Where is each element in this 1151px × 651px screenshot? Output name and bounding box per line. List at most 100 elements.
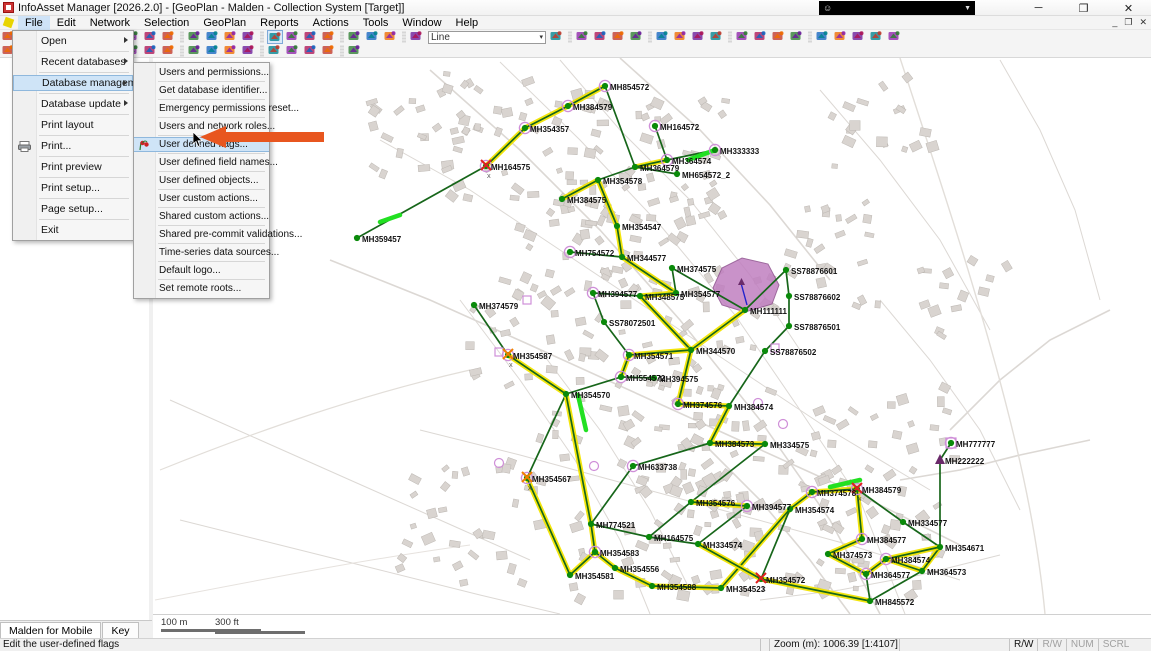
history-icon[interactable]: [161, 44, 177, 58]
file-menu-item-recent-databases[interactable]: Recent databases: [13, 54, 133, 70]
redo-icon[interactable]: [143, 30, 159, 44]
zoom-out-icon[interactable]: [629, 30, 645, 44]
submenu-item-user-defined-field-names[interactable]: User defined field names...: [159, 157, 278, 168]
menu-selection[interactable]: Selection: [144, 16, 190, 29]
select-pointer-icon[interactable]: [267, 30, 283, 44]
minimize-button[interactable]: ─: [1034, 2, 1043, 14]
branch-out-icon[interactable]: [771, 30, 787, 44]
globe-icon[interactable]: [409, 30, 425, 44]
copy-object-icon[interactable]: [869, 30, 885, 44]
toolbar-grip[interactable]: [340, 31, 344, 43]
cut-icon[interactable]: [187, 30, 203, 44]
object-type-combo[interactable]: Line ▾: [428, 30, 546, 44]
query-icon[interactable]: [691, 30, 707, 44]
submenu-item-shared-custom-actions[interactable]: Shared custom actions...: [159, 211, 270, 222]
redo-dropdown-icon[interactable]: [161, 30, 177, 44]
toolbar-grip[interactable]: [402, 31, 406, 43]
branch-in-icon[interactable]: [753, 30, 769, 44]
submenu-item-time-series-data-sources[interactable]: Time-series data sources...: [159, 247, 280, 258]
tab-malden-for-mobile[interactable]: Malden for Mobile: [0, 622, 102, 638]
add-node-icon[interactable]: [549, 30, 565, 44]
toolbar-grip[interactable]: [808, 31, 812, 43]
group-icon[interactable]: [143, 44, 159, 58]
select-node-icon[interactable]: [285, 30, 301, 44]
profile-icon[interactable]: [815, 30, 831, 44]
zoom-in-icon[interactable]: [611, 30, 627, 44]
compare-icon[interactable]: [223, 44, 239, 58]
theme-icon[interactable]: [321, 44, 337, 58]
copy-icon[interactable]: [205, 30, 221, 44]
mdi-minimize-button[interactable]: _: [1112, 17, 1118, 27]
find-icon[interactable]: [673, 30, 689, 44]
file-menu-item-print[interactable]: Print...: [13, 138, 133, 154]
submenu-item-get-database-identifier[interactable]: Get database identifier...: [159, 85, 268, 96]
file-menu-item-exit[interactable]: Exit: [41, 224, 59, 236]
submenu-item-user-custom-actions[interactable]: User custom actions...: [159, 193, 258, 204]
trace-icon[interactable]: [347, 30, 363, 44]
menu-geoplan[interactable]: GeoPlan: [203, 16, 247, 29]
panel-splitter[interactable]: [149, 58, 152, 620]
timeline-icon[interactable]: [187, 44, 203, 58]
file-menu-item-open[interactable]: Open: [13, 33, 133, 49]
menu-actions[interactable]: Actions: [312, 16, 349, 29]
maximize-button[interactable]: ❐: [1078, 2, 1089, 15]
geoplan-map-canvas[interactable]: MH854572 MH384579 MH354357 X MH164575 MH16457…: [153, 58, 1151, 614]
toolbar-grip[interactable]: [260, 31, 264, 43]
pin-icon[interactable]: [241, 30, 257, 44]
file-menu-item-page-setup[interactable]: Page setup...: [41, 203, 103, 215]
toolbar-grip[interactable]: [340, 45, 344, 57]
grid-icon[interactable]: [709, 30, 725, 44]
submenu-item-user-defined-objects[interactable]: User defined objects...: [159, 175, 259, 186]
toolbar-grip[interactable]: [180, 45, 184, 57]
toolbar-grip[interactable]: [260, 45, 264, 57]
layers-icon[interactable]: [241, 44, 257, 58]
file-menu-item-print-layout[interactable]: Print layout: [41, 119, 94, 131]
mdi-close-button[interactable]: ✕: [1139, 17, 1147, 27]
table-icon[interactable]: [735, 30, 751, 44]
toolbar-grip[interactable]: [568, 31, 572, 43]
rectangle-icon[interactable]: [383, 30, 399, 44]
file-menu-dropdown[interactable]: Open Recent databases Database managemen…: [12, 30, 151, 241]
close-button[interactable]: ✕: [1123, 2, 1134, 15]
menu-help[interactable]: Help: [455, 16, 479, 29]
schedule-icon[interactable]: [205, 44, 221, 58]
select-link-icon[interactable]: [303, 30, 319, 44]
menu-network[interactable]: Network: [89, 16, 131, 29]
validate-icon[interactable]: [887, 30, 903, 44]
toolbar-grip[interactable]: [648, 31, 652, 43]
delete-icon[interactable]: [851, 30, 867, 44]
paint-icon[interactable]: [575, 30, 591, 44]
branch-both-icon[interactable]: [789, 30, 805, 44]
menu-tools[interactable]: Tools: [362, 16, 389, 29]
submenu-item-users-and-permissions[interactable]: Users and permissions...: [159, 67, 270, 78]
info-icon[interactable]: [655, 30, 671, 44]
database-management-submenu[interactable]: Users and permissions... Get database id…: [133, 62, 303, 299]
mdi-maximize-button[interactable]: ❐: [1124, 17, 1133, 27]
menu-reports[interactable]: Reports: [260, 16, 299, 29]
legend-icon[interactable]: [347, 44, 363, 58]
menu-file[interactable]: File: [18, 15, 50, 30]
title-search-box[interactable]: ☺ ▼: [819, 1, 975, 15]
menu-edit[interactable]: Edit: [56, 16, 76, 29]
printer-icon[interactable]: [833, 30, 849, 44]
submenu-item-shared-pre-commit-validations[interactable]: Shared pre-commit validations...: [159, 229, 303, 240]
mdi-app-icon[interactable]: [3, 17, 15, 28]
tab-key[interactable]: Key: [102, 622, 139, 638]
submenu-item-users-and-network-roles[interactable]: Users and network roles...: [159, 121, 276, 132]
file-menu-item-print-setup[interactable]: Print setup...: [41, 182, 100, 194]
submenu-item-set-remote-roots[interactable]: Set remote roots...: [159, 283, 242, 294]
file-menu-item-print-preview[interactable]: Print preview: [41, 161, 102, 173]
text-icon[interactable]: [365, 30, 381, 44]
select-polygon-icon[interactable]: [321, 30, 337, 44]
submenu-item-default-logo[interactable]: Default logo...: [159, 265, 221, 276]
toolbar-grip[interactable]: [180, 31, 184, 43]
measure-icon[interactable]: [267, 44, 283, 58]
submenu-item-emergency-permissions-reset[interactable]: Emergency permissions reset...: [159, 103, 300, 114]
paste-icon[interactable]: [223, 30, 239, 44]
deselect-icon[interactable]: [1, 44, 17, 58]
menu-window[interactable]: Window: [402, 16, 442, 29]
file-menu-item-database-management[interactable]: Database management: [13, 75, 151, 91]
toolbar-grip[interactable]: [728, 31, 732, 43]
scale-icon[interactable]: [285, 44, 301, 58]
clock-icon[interactable]: [593, 30, 609, 44]
